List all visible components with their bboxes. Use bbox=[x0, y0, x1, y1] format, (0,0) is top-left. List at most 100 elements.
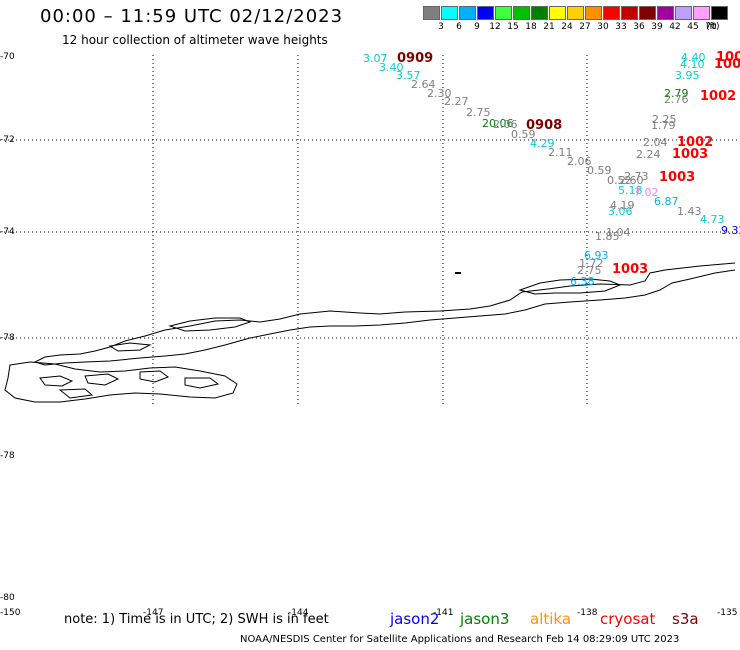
wave-height-label: 4.40 bbox=[681, 51, 706, 64]
colorbar-swatch bbox=[675, 6, 692, 20]
wave-height-label: 6.87 bbox=[654, 195, 679, 208]
wave-height-label: 2.73 bbox=[624, 170, 649, 183]
legend-cryosat: cryosat bbox=[600, 610, 656, 628]
lat-label: -78 bbox=[0, 333, 15, 343]
legend-jason3: jason3 bbox=[460, 610, 510, 628]
colorbar-tick: 33 bbox=[615, 22, 627, 32]
wave-height-label: 3.95 bbox=[675, 69, 700, 82]
wave-height-label: 2.76 bbox=[664, 93, 689, 106]
wave-height-label: 4.10 bbox=[680, 58, 705, 71]
wave-height-label: 2.75 bbox=[577, 264, 602, 277]
colorbar-tick: 30 bbox=[597, 22, 609, 32]
wave-height-label: 2.30 bbox=[427, 87, 452, 100]
wave-height-label: 0.52 bbox=[607, 174, 632, 187]
wave-height-label: 1002 bbox=[700, 89, 737, 104]
wave-height-label: 1.85 bbox=[595, 230, 620, 243]
wave-height-label: 3.40 bbox=[379, 61, 404, 74]
wave-height-label: 5.18 bbox=[618, 184, 643, 197]
wave-height-label: 1.72 bbox=[579, 257, 604, 270]
colorbar-tick: 36 bbox=[633, 22, 645, 32]
legend-altika: altika bbox=[530, 610, 572, 628]
wave-height-label: 9.32 bbox=[721, 224, 740, 237]
lat-label: -70 bbox=[0, 52, 15, 62]
map-subtitle: 12 hour collection of altimeter wave hei… bbox=[62, 33, 328, 47]
wave-height-label: 6.38 bbox=[570, 275, 595, 288]
lat-label: -72 bbox=[0, 135, 15, 145]
lat-label: -78 bbox=[0, 451, 15, 461]
colorbar-swatch bbox=[477, 6, 494, 20]
wave-height-label: 1002 bbox=[677, 135, 714, 150]
colorbar-swatch bbox=[585, 6, 602, 20]
wave-height-label: 1003 bbox=[672, 147, 709, 162]
wave-height-label: 2.60 bbox=[619, 174, 644, 187]
credit-line: NOAA/NESDIS Center for Satellite Applica… bbox=[240, 634, 680, 645]
colorbar-swatch bbox=[513, 6, 530, 20]
wave-height-label: 7.02 bbox=[634, 186, 659, 199]
wave-height-label: 3.07 bbox=[363, 52, 388, 65]
colorbar-swatch bbox=[423, 6, 440, 20]
wave-height-label: 100 bbox=[716, 50, 740, 65]
colorbar-swatch bbox=[639, 6, 656, 20]
wave-height-label: 4.73 bbox=[700, 213, 725, 226]
colorbar-swatch bbox=[693, 6, 710, 20]
colorbar-swatch bbox=[567, 6, 584, 20]
colorbar-swatch bbox=[531, 6, 548, 20]
wave-height-label: 2.11 bbox=[548, 146, 573, 159]
colorbar-swatch bbox=[711, 6, 728, 20]
wave-height-label: 0908 bbox=[526, 118, 563, 133]
colorbar-tick: 6 bbox=[456, 22, 462, 32]
colorbar-swatch bbox=[657, 6, 674, 20]
lon-label: -138 bbox=[577, 608, 598, 618]
wave-height-label: 3.06 bbox=[608, 205, 633, 218]
colorbar-tick: 3 bbox=[438, 22, 444, 32]
footnote: note: 1) Time is in UTC; 2) SWH is in fe… bbox=[64, 612, 329, 627]
colorbar-tick: 18 bbox=[525, 22, 537, 32]
wave-height-label: 0.59 bbox=[511, 128, 536, 141]
colorbar-swatch bbox=[459, 6, 476, 20]
wave-height-label: 100 bbox=[714, 57, 740, 72]
wave-height-label: 1003 bbox=[659, 170, 696, 185]
wave-height-label: 2.64 bbox=[411, 78, 436, 91]
wave-height-label: 1.43 bbox=[677, 205, 702, 218]
wave-height-label: 0.59 bbox=[587, 164, 612, 177]
wave-height-label: 4.19 bbox=[610, 199, 635, 212]
colorbar-tick: 24 bbox=[561, 22, 573, 32]
wave-height-label: 6.93 bbox=[584, 249, 609, 262]
colorbar-swatch bbox=[549, 6, 566, 20]
lon-label: -150 bbox=[0, 608, 21, 618]
colorbar-swatch bbox=[441, 6, 458, 20]
lat-label: -80 bbox=[0, 593, 15, 603]
lon-label: -141 bbox=[433, 608, 454, 618]
lat-label: -74 bbox=[0, 227, 15, 237]
coastline bbox=[4, 262, 736, 403]
wave-height-label: 2.75 bbox=[466, 106, 491, 119]
grid-lines bbox=[0, 55, 740, 405]
wave-height-label: 2.25 bbox=[652, 113, 677, 126]
wave-height-label: 2.06 bbox=[493, 118, 518, 131]
legend-s3a: s3a bbox=[672, 610, 699, 628]
wave-height-label: 2.06 bbox=[567, 155, 592, 168]
colorbar-tick: 42 bbox=[669, 22, 681, 32]
colorbar-swatch bbox=[621, 6, 638, 20]
colorbar-tick: 9 bbox=[474, 22, 480, 32]
colorbar-tick: 39 bbox=[651, 22, 663, 32]
wave-height-label: 20.06 bbox=[482, 117, 514, 130]
colorbar-tick: 21 bbox=[543, 22, 555, 32]
colorbar-unit: (ft) bbox=[706, 22, 720, 32]
wave-height-label: 3.57 bbox=[396, 69, 421, 82]
wave-height-label: 2.24 bbox=[636, 148, 661, 161]
legend-jason2: jason2 bbox=[390, 610, 440, 628]
wave-height-label: 1003 bbox=[612, 262, 649, 277]
lon-label: -135 bbox=[717, 608, 738, 618]
colorbar-tick: 15 bbox=[507, 22, 519, 32]
colorbar-tick: 70 bbox=[705, 22, 717, 32]
colorbar-tick: 45 bbox=[687, 22, 699, 32]
colorbar-tick: 27 bbox=[579, 22, 591, 32]
wave-height-label: 2.04 bbox=[643, 136, 668, 149]
wave-height-label: 0909 bbox=[397, 51, 434, 66]
wave-height-label: 1.04 bbox=[606, 226, 631, 239]
colorbar-tick: 12 bbox=[489, 22, 501, 32]
colorbar-swatch bbox=[495, 6, 512, 20]
wave-height-label: 2.79 bbox=[664, 87, 689, 100]
